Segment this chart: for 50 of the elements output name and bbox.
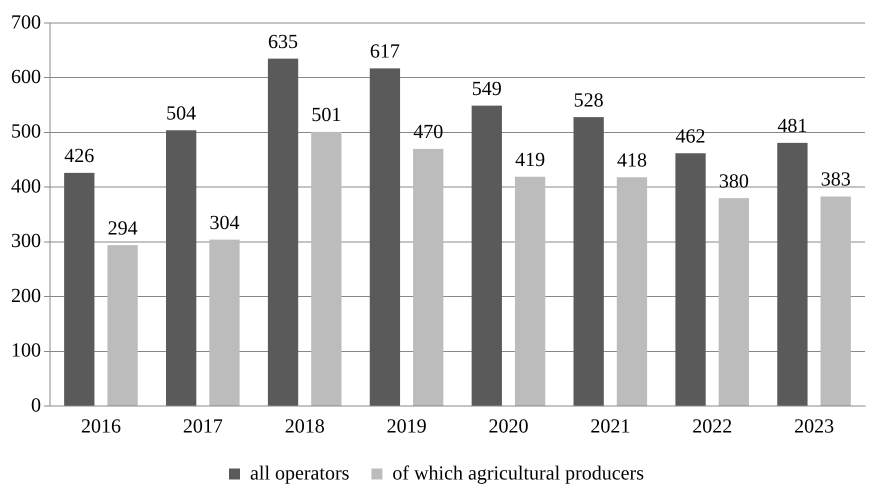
data-label: 426: [64, 145, 94, 168]
bar: [472, 106, 502, 406]
y-tick-label: 400: [11, 175, 41, 198]
bar: [209, 240, 240, 406]
data-label: 481: [777, 115, 808, 138]
data-label: 462: [676, 125, 706, 148]
y-tick-label: 0: [31, 394, 41, 416]
bar: [675, 153, 706, 406]
data-label: 470: [413, 121, 444, 144]
x-tick-label: 2023: [794, 415, 834, 438]
data-label: 304: [209, 212, 240, 234]
y-tick-label: 200: [11, 284, 41, 307]
data-label: 380: [718, 170, 749, 192]
bar: [514, 176, 546, 406]
bar: [107, 245, 138, 406]
bar: [311, 132, 342, 406]
bar: [166, 130, 196, 406]
x-tick-label: 2019: [386, 415, 427, 438]
x-tick-label: 2021: [590, 415, 630, 438]
legend-label: all operators: [250, 462, 350, 484]
bar: [370, 68, 400, 406]
bar: [616, 177, 648, 406]
bar: [718, 198, 749, 406]
data-label: 418: [616, 150, 647, 172]
y-tick-label: 100: [11, 340, 41, 362]
bar: [777, 142, 808, 406]
data-label: 419: [515, 148, 546, 171]
bar: [268, 58, 298, 406]
bar: [574, 117, 604, 406]
y-tick-label: 600: [11, 66, 41, 88]
bar: [413, 148, 444, 406]
x-tick-label: 2018: [284, 415, 325, 438]
data-label: 383: [820, 168, 851, 191]
bar: [820, 196, 851, 406]
x-tick-label: 2017: [182, 415, 223, 438]
data-label: 549: [472, 78, 502, 100]
data-label: 635: [268, 30, 298, 53]
x-tick-label: 2016: [80, 415, 121, 438]
legend-label: of which agricultural producers: [392, 462, 644, 484]
y-tick-label: 700: [11, 11, 41, 34]
data-label: 617: [370, 40, 400, 63]
data-label: 504: [166, 102, 196, 124]
data-label: 294: [108, 217, 138, 240]
data-label: 501: [311, 104, 342, 126]
bar: [64, 172, 94, 406]
y-tick-label: 300: [11, 230, 41, 252]
x-tick-label: 2022: [692, 415, 732, 438]
data-label: 528: [574, 89, 604, 112]
y-tick-label: 500: [11, 120, 41, 143]
x-tick-label: 2020: [488, 415, 528, 438]
